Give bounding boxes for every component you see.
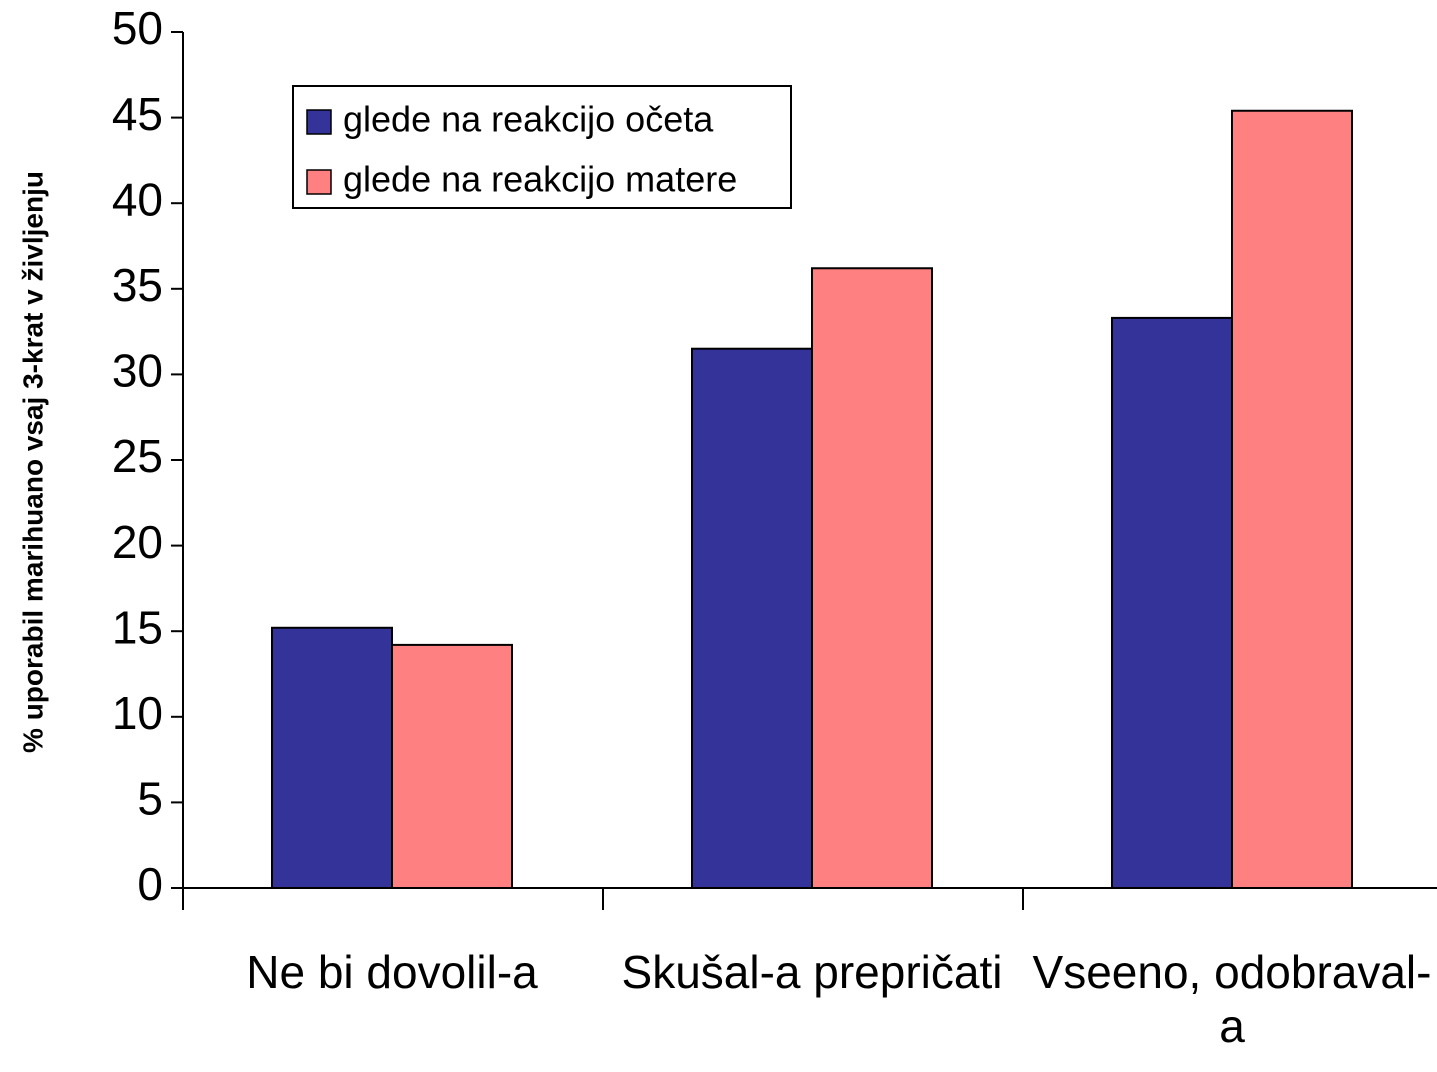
bar (1111, 316, 1233, 889)
bar (391, 643, 513, 889)
legend-label: glede na reakcijo matere (343, 159, 737, 200)
y-tick-label: 0 (137, 858, 163, 910)
x-tick-label: Skušal-a prepričati (621, 946, 1003, 998)
y-tick-label: 45 (112, 88, 163, 140)
y-tick-label: 30 (112, 345, 163, 397)
x-tick-label: Vseeno, odobraval-a (1032, 946, 1432, 1052)
legend-swatch (306, 169, 332, 195)
bar (691, 347, 813, 890)
legend-label: glede na reakcijo očeta (343, 99, 714, 140)
y-tick-label: 40 (112, 173, 163, 225)
bar (271, 626, 393, 889)
y-tick-label: 35 (112, 259, 163, 311)
y-tick-label: 25 (112, 430, 163, 482)
y-tick-label: 50 (112, 2, 163, 54)
bar (811, 267, 933, 890)
bar (1231, 109, 1353, 889)
y-tick-label: 5 (137, 773, 163, 825)
y-tick-label: 15 (112, 601, 163, 653)
y-axis-label: % uporabil marihuano vsaj 3-krat v življ… (17, 171, 48, 753)
y-tick-label: 10 (112, 687, 163, 739)
x-tick-label: Ne bi dovolil-a (246, 946, 538, 998)
legend-swatch (306, 109, 332, 135)
legend-box (292, 85, 792, 209)
y-tick-label: 20 (112, 516, 163, 568)
